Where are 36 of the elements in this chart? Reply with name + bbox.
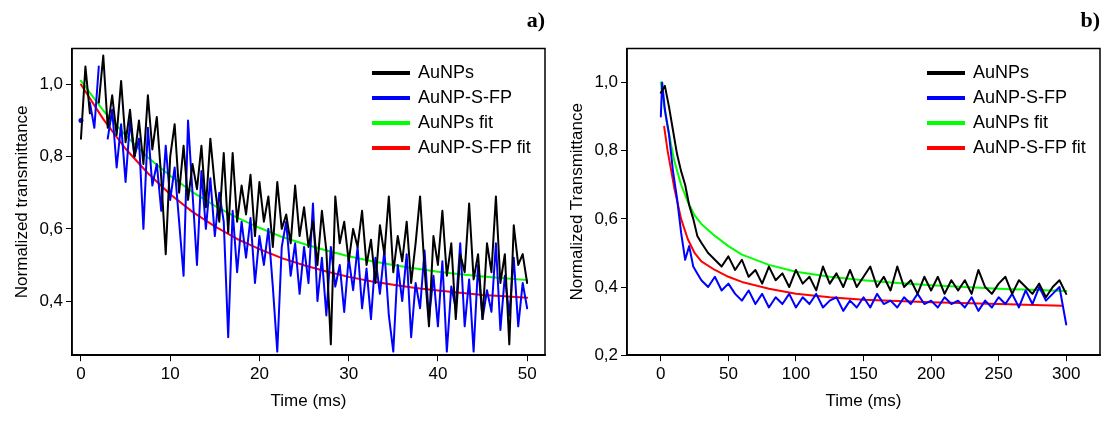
y-tick-label: 0,4 — [39, 290, 64, 310]
legend-label: AuNPs — [417, 61, 475, 82]
y-tick-label: 1,0 — [594, 72, 619, 92]
x-tick-label: 20 — [249, 364, 269, 384]
y-tick-label: 1,0 — [39, 74, 64, 94]
y-tick-label: 0,8 — [39, 146, 64, 166]
x-tick-label: 200 — [916, 364, 946, 384]
x-tick-label: 150 — [849, 364, 878, 384]
y-tick-label: 0,8 — [594, 140, 619, 160]
y-axis-title: Normalized transmittance — [11, 105, 31, 299]
x-tick-label: 300 — [1052, 364, 1081, 384]
x-tick-label: 30 — [339, 364, 359, 384]
legend-label: AuNPs — [972, 61, 1030, 82]
x-tick-label: 100 — [781, 364, 811, 384]
x-tick-label: 10 — [160, 364, 180, 384]
chart-title: a) — [526, 6, 545, 32]
y-tick-label: 0,6 — [39, 218, 64, 238]
x-tick-label: 250 — [984, 364, 1013, 384]
x-tick-label: 40 — [428, 364, 448, 384]
x-tick-label: 0 — [76, 364, 86, 384]
y-tick-label: 0,2 — [594, 344, 619, 364]
x-tick-label: 50 — [517, 364, 537, 384]
y-tick-label: 0,6 — [594, 208, 619, 228]
legend-label: AuNP-S-FP — [972, 86, 1068, 107]
x-axis-title: Time (ms) — [270, 391, 347, 411]
legend-label: AuNP-S-FP — [417, 86, 513, 107]
legend-label: AuNPs fit — [972, 111, 1049, 132]
legend-label: AuNPs fit — [417, 111, 494, 132]
legend-label: AuNP-S-FP fit — [972, 136, 1086, 157]
x-tick-label: 50 — [718, 364, 738, 384]
y-axis-title: Normalized Transmittance — [566, 103, 586, 301]
chart-title: b) — [1080, 6, 1100, 32]
legend-label: AuNP-S-FP fit — [417, 136, 531, 157]
x-axis-title: Time (ms) — [825, 391, 902, 411]
y-tick-label: 0,4 — [594, 276, 619, 296]
x-tick-label: 0 — [656, 364, 666, 384]
